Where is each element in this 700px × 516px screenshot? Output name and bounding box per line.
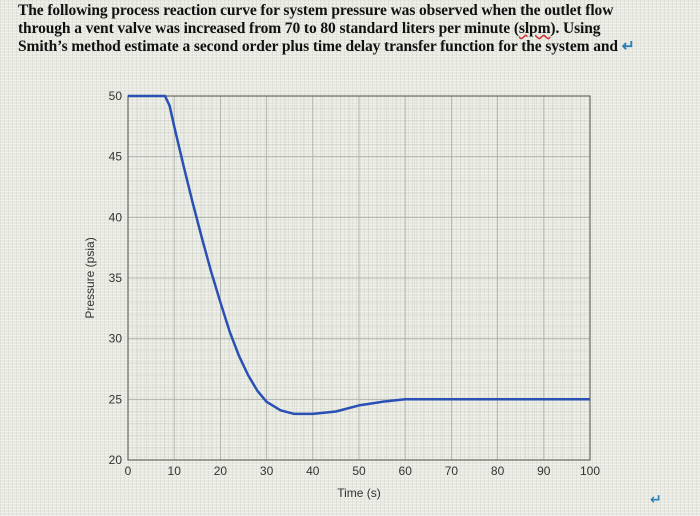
x-tick-label: 100 [580, 464, 600, 478]
x-tick-label: 70 [445, 464, 459, 478]
x-tick-label: 10 [168, 464, 182, 478]
chart-axes [127, 95, 591, 461]
y-tick-label: 25 [109, 392, 123, 406]
y-tick-label: 45 [109, 150, 123, 164]
x-axis-label: Time (s) [337, 486, 381, 500]
pressure-curve [128, 94, 590, 416]
question-line-1: The following process reaction curve for… [18, 2, 614, 19]
y-tick-label: 20 [109, 453, 123, 467]
question-line-2a: through a vent valve was increased from … [18, 20, 519, 37]
chart-tick-labels: 0 10 20 30 40 50 60 70 80 90 100 20 25 30 35 40 45 50 [109, 89, 601, 478]
question-line-3-text: Smith’s method estimate a second order p… [18, 38, 618, 55]
x-tick-label: 40 [306, 464, 320, 478]
return-icon: ↵ [650, 492, 662, 508]
x-tick-label: 0 [125, 464, 132, 478]
spellcheck-word: slpm [518, 20, 551, 37]
y-tick-label: 40 [109, 210, 123, 224]
x-tick-label: 60 [399, 464, 413, 478]
return-icon: ↵ [621, 38, 635, 55]
x-tick-label: 50 [352, 464, 366, 478]
y-axis-label: Pressure (psia) [83, 237, 97, 318]
x-tick-label: 20 [214, 464, 228, 478]
y-tick-label: 30 [109, 332, 123, 346]
question-line-2: through a vent valve was increased from … [18, 20, 688, 38]
question-line-3: Smith’s method estimate a second order p… [18, 38, 688, 56]
x-tick-label: 80 [491, 464, 505, 478]
y-tick-label: 35 [109, 271, 123, 285]
question-line-2b: ). Using [550, 20, 601, 37]
y-tick-label: 50 [109, 89, 123, 103]
x-tick-label: 30 [260, 464, 274, 478]
x-tick-label: 90 [537, 464, 551, 478]
question-text: The following process reaction curve for… [18, 2, 688, 56]
